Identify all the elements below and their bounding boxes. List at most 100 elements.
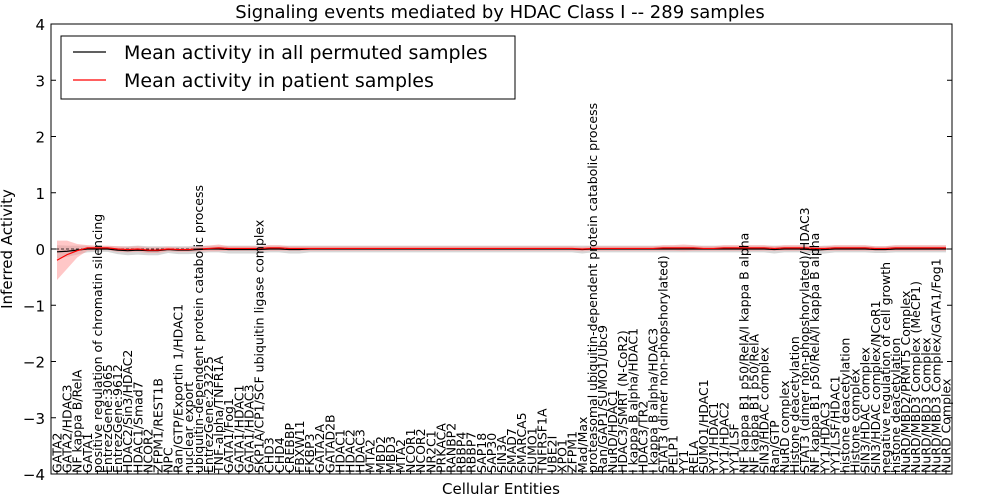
- legend: Mean activity in all permuted samples Me…: [60, 35, 516, 100]
- x-tick-label: HDAC2: [342, 429, 357, 473]
- x-tick-label: NCOR1: [403, 428, 418, 473]
- y-tick-label: −4: [23, 466, 45, 484]
- x-tick-label: EntrezGene:9612: [110, 364, 125, 473]
- x-tick-label: histone deacetylation: [888, 338, 903, 473]
- x-tick-label: nuclear export: [181, 382, 196, 473]
- y-tick-label: 0: [35, 241, 45, 259]
- x-tick-label: CHD3: [262, 437, 277, 473]
- x-tick-label: GATAD2B: [322, 414, 337, 473]
- x-tick-label: FBXW11: [292, 420, 307, 473]
- x-tick-label: YY1/HDAC3: [817, 402, 832, 474]
- y-tick-label: −3: [23, 410, 45, 428]
- x-tick-label: SIN3/HDAC complex: [757, 347, 772, 473]
- x-tick-label: GATA1/Fog1: [221, 398, 236, 473]
- x-tick-label: RELA: [686, 440, 701, 473]
- x-tick-label: NuRD/MBD2/PRMT5 Complex: [898, 291, 913, 473]
- x-tick-label: proteasomal ubiquitin-dependent protein …: [585, 103, 600, 473]
- x-tick-label: I kappa B alpha/HDAC1: [625, 328, 640, 473]
- x-tick-label: PELP1: [666, 435, 681, 473]
- x-tick-label: NCOR2: [140, 428, 155, 473]
- x-tick-label: SMARCA5: [514, 412, 529, 473]
- chart-title: Signaling events mediated by HDAC Class …: [235, 2, 764, 23]
- x-tick-label: YY1/LSF: [726, 423, 741, 474]
- x-tick-label: EntrezGene:23225: [201, 356, 216, 473]
- x-tick-label: GATA2/HDAC3: [60, 385, 75, 473]
- x-tick-label: Histone deacetylation: [787, 336, 802, 473]
- x-tick-label: MBD2: [373, 436, 388, 473]
- series-lines-layer: [56, 247, 946, 261]
- x-tick-label: NuRD/MBD3 Complex: [918, 337, 933, 473]
- x-tick-label: ZFPM1/REST1B: [151, 378, 166, 473]
- x-tick-label: histone deacetylation: [837, 338, 852, 473]
- x-tick-label: STAT3 (dimer non-phopshorylated)/HDAC3: [797, 207, 812, 473]
- x-tick-label: NuRD/HDAC1: [605, 389, 620, 473]
- x-tick-label: NR2C1: [423, 430, 438, 473]
- legend-box: [60, 35, 516, 100]
- x-tick-label: PRKACA: [433, 423, 448, 473]
- x-tick-label: NuRD complex: [777, 380, 792, 473]
- y-tick-label: 2: [35, 129, 45, 147]
- x-tick-label: GATA2: [50, 433, 65, 473]
- x-tick-label: NCOR2: [413, 428, 428, 473]
- x-tick-label: negative regulation of cell growth: [878, 262, 893, 473]
- x-tick-label: SIN3/HDAC complex: [858, 347, 873, 473]
- x-tick-label: ubiquitin-dependent protein catabolic pr…: [191, 185, 206, 473]
- x-tick-label: SMAD7: [504, 428, 519, 473]
- series-line-2: [56, 247, 946, 261]
- x-tick-label: SKP1A/CP1/SCF ubiquitin ligase complex: [252, 220, 267, 473]
- x-tick-label: YY1/HDAC1: [706, 402, 721, 474]
- x-tick-label: SIN3/HDAC complex/NCoR1: [868, 300, 883, 473]
- x-tick-label: SUMO1/HDAC1: [696, 379, 711, 473]
- x-tick-label: Ran/GTP: [767, 420, 782, 473]
- x-tick-label: CREBBP: [282, 423, 297, 473]
- x-tick-label: GATA1/HDAC1: [231, 385, 246, 473]
- x-tick-label: YY1/LSF/HDAC1: [827, 375, 842, 474]
- x-tick-label: NuRD/MBD3 Complex/GATA1/Fog1: [928, 258, 943, 473]
- x-tick-label: I kappa B alpha/HDAC3: [646, 328, 661, 473]
- x-tick-label: NF kappa B1 p50/RelA: [747, 333, 762, 473]
- x-tick-label: GATA1/HDAC3: [241, 385, 256, 473]
- x-axis-label: Cellular Entities: [442, 480, 560, 498]
- x-tick-label: MTA2: [363, 439, 378, 473]
- x-ticks: [56, 470, 947, 474]
- x-tick-label: SIN3A: [494, 435, 509, 473]
- x-tick-label: FKBP3: [302, 434, 317, 473]
- x-tick-label: HDAC1/Smad7: [130, 381, 145, 473]
- x-tick-label: MBD3: [383, 436, 398, 473]
- x-tick-label: NuRD/MBD3 Complex (MeCP1): [908, 281, 923, 473]
- x-tick-label: HDAC1: [332, 429, 347, 473]
- x-tick-label: SAP30: [484, 433, 499, 473]
- x-tick-label: HDAC2/Sin3/HDAC2: [120, 350, 135, 473]
- x-tick-label: NuRD Complex: [939, 379, 954, 473]
- plot-frame: [50, 23, 953, 475]
- x-tick-label: YY1: [676, 450, 691, 474]
- x-tick-label: ZFPM1: [565, 431, 580, 473]
- x-tick-label: GATA1: [80, 433, 95, 473]
- x-tick-label: Ran/GAP1/SUMO1/Ubc9: [595, 325, 610, 473]
- x-tick-label: HDAC3/TR2: [635, 401, 650, 473]
- x-tick-label: SAP18: [474, 433, 489, 473]
- series-band-2: [57, 240, 946, 280]
- x-tick-label: TNF-alpha/TNFR1A: [211, 356, 226, 474]
- x-tick-label: RANBP2: [443, 423, 458, 473]
- legend-label-patient: Mean activity in patient samples: [124, 70, 434, 92]
- y-tick-label: 1: [35, 185, 45, 203]
- x-tick-label: STAT3 (dimer non-phopshorylated): [656, 255, 671, 473]
- x-tick-label: NF kappa B1 p50/RelA/I kappa B alpha: [807, 233, 822, 473]
- x-tick-label: positive regulation of chromatin silenci…: [90, 214, 105, 473]
- y-tick-label: 3: [35, 72, 45, 90]
- x-tick-label: SUMO1: [524, 427, 539, 473]
- x-tick-label: Mad/Max: [575, 417, 590, 473]
- y-tick-label: −1: [23, 297, 45, 315]
- x-tick-label: NF kappa B1 p50/RelA/I kappa B alpha: [736, 233, 751, 473]
- x-tick-label: HDAC3: [353, 429, 368, 473]
- legend-label-permuted: Mean activity in all permuted samples: [124, 42, 487, 64]
- x-tick-label: MTA2: [393, 439, 408, 473]
- x-tick-label: EntrezGene:3065: [100, 364, 115, 473]
- x-tick-label: Histone complex: [848, 369, 863, 474]
- x-tick-label: TNFRSF1A: [534, 408, 549, 474]
- x-tick-label: XPO1: [555, 439, 570, 473]
- x-tick-label: RBBP7: [464, 432, 479, 473]
